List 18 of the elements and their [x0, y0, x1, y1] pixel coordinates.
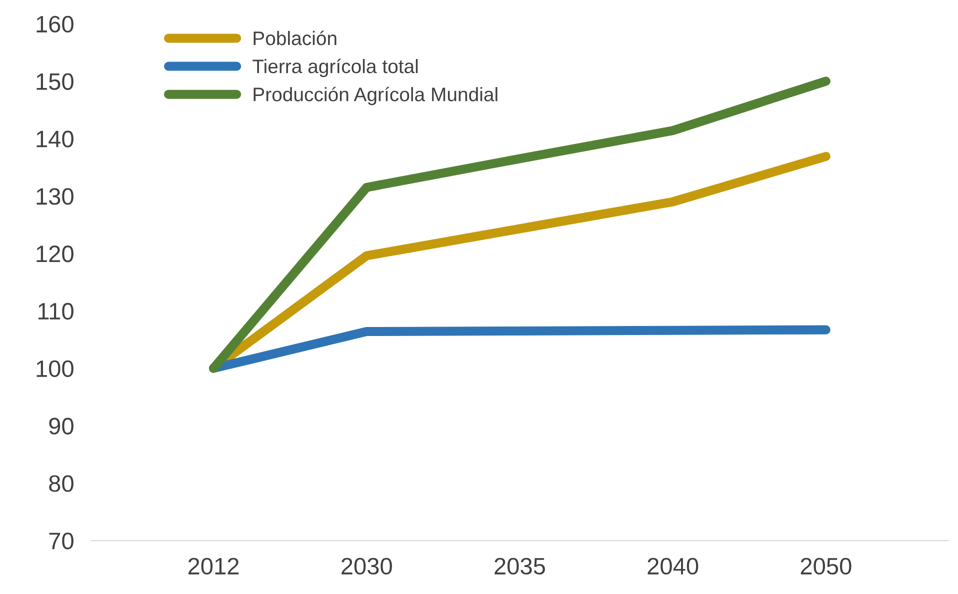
y-tick-label: 120 — [36, 246, 74, 262]
x-tick-label: 2030 — [342, 558, 392, 575]
legend-label: Población — [254, 30, 336, 46]
x-tick-label: 2012 — [188, 558, 239, 575]
y-tick-label: 130 — [36, 188, 74, 205]
y-tick-label: 90 — [49, 418, 74, 434]
legend-label: Producción Agrícola Mundial — [254, 86, 498, 106]
y-tick-label: 100 — [36, 360, 74, 378]
y-tick-label: 160 — [36, 16, 74, 33]
x-tick-label: 2040 — [648, 558, 698, 575]
y-tick-label: 70 — [49, 532, 74, 550]
y-tick-label: 110 — [38, 302, 74, 320]
legend-label: Tierra agrícola total — [252, 58, 418, 78]
x-tick-label: 2050 — [800, 558, 852, 575]
x-tick-label: 2035 — [494, 558, 545, 575]
y-tick-label: 150 — [36, 73, 74, 90]
y-tick-label: 140 — [36, 130, 74, 148]
y-tick-label: 80 — [49, 475, 74, 492]
